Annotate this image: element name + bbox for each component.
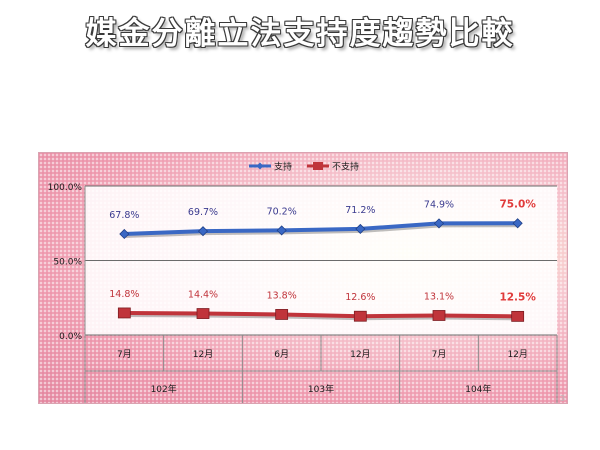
x-tick-label: 12月 bbox=[507, 349, 527, 360]
oppose-data-label: 14.8% bbox=[109, 289, 139, 300]
support-point bbox=[355, 223, 366, 234]
legend-support-label: 支持 bbox=[274, 161, 292, 173]
series-line-shadow-0 bbox=[125, 223, 520, 238]
x-tick-label: 7月 bbox=[432, 349, 447, 360]
x-tick-label: 6月 bbox=[274, 349, 289, 360]
support-data-label: 74.9% bbox=[424, 199, 454, 210]
y-tick-label: 100.0% bbox=[48, 183, 83, 193]
support-point bbox=[119, 228, 130, 240]
legend-support-marker bbox=[256, 162, 264, 170]
support-data-label: 75.0% bbox=[499, 198, 536, 210]
support-data-label: 69.7% bbox=[188, 207, 218, 218]
oppose-data-label: 13.8% bbox=[267, 290, 297, 301]
x-group-label: 103年 bbox=[308, 383, 334, 395]
oppose-point bbox=[353, 310, 367, 322]
x-group-label: 104年 bbox=[465, 383, 491, 395]
legend-oppose-label: 不支持 bbox=[332, 161, 359, 173]
support-data-label: 71.2% bbox=[345, 205, 375, 216]
oppose-data-label: 12.6% bbox=[345, 292, 375, 303]
oppose-point bbox=[432, 310, 446, 321]
support-data-label: 67.8% bbox=[109, 210, 139, 221]
oppose-data-label: 14.4% bbox=[188, 290, 218, 301]
oppose-point bbox=[511, 310, 525, 322]
oppose-data-label: 12.5% bbox=[499, 291, 536, 303]
support-point bbox=[433, 218, 445, 229]
support-point bbox=[512, 218, 523, 229]
y-tick-label: 0.0% bbox=[59, 332, 82, 342]
x-tick-label: 12月 bbox=[193, 349, 213, 360]
page-number: 3 bbox=[560, 394, 566, 403]
support-data-label: 70.2% bbox=[267, 206, 297, 217]
x-tick-label: 12月 bbox=[350, 349, 370, 360]
legend-oppose-marker bbox=[313, 162, 323, 170]
trend-line-chart: 0.0% 50.0% 100.0% 7月 12月 6月 12月 7月 12月 102年 103年 10… bbox=[48, 161, 558, 403]
oppose-data-label: 13.1% bbox=[424, 291, 454, 302]
x-tick-label: 7月 bbox=[117, 349, 132, 360]
oppose-point bbox=[275, 309, 289, 320]
slide-title: 媒金分離立法支持度趨勢比較 bbox=[85, 16, 515, 52]
oppose-point bbox=[196, 308, 210, 319]
oppose-point bbox=[117, 307, 131, 319]
oppose-series-line bbox=[124, 310, 518, 319]
support-series-line bbox=[124, 221, 518, 236]
chart-frame: 0.0% 50.0% 100.0% 7月 12月 6月 12月 7月 12月 102年 103年 10… bbox=[38, 152, 568, 404]
support-point bbox=[276, 225, 287, 236]
y-tick-label: 50.0% bbox=[53, 258, 82, 268]
x-group-label: 102年 bbox=[151, 383, 177, 395]
support-point bbox=[197, 226, 209, 237]
